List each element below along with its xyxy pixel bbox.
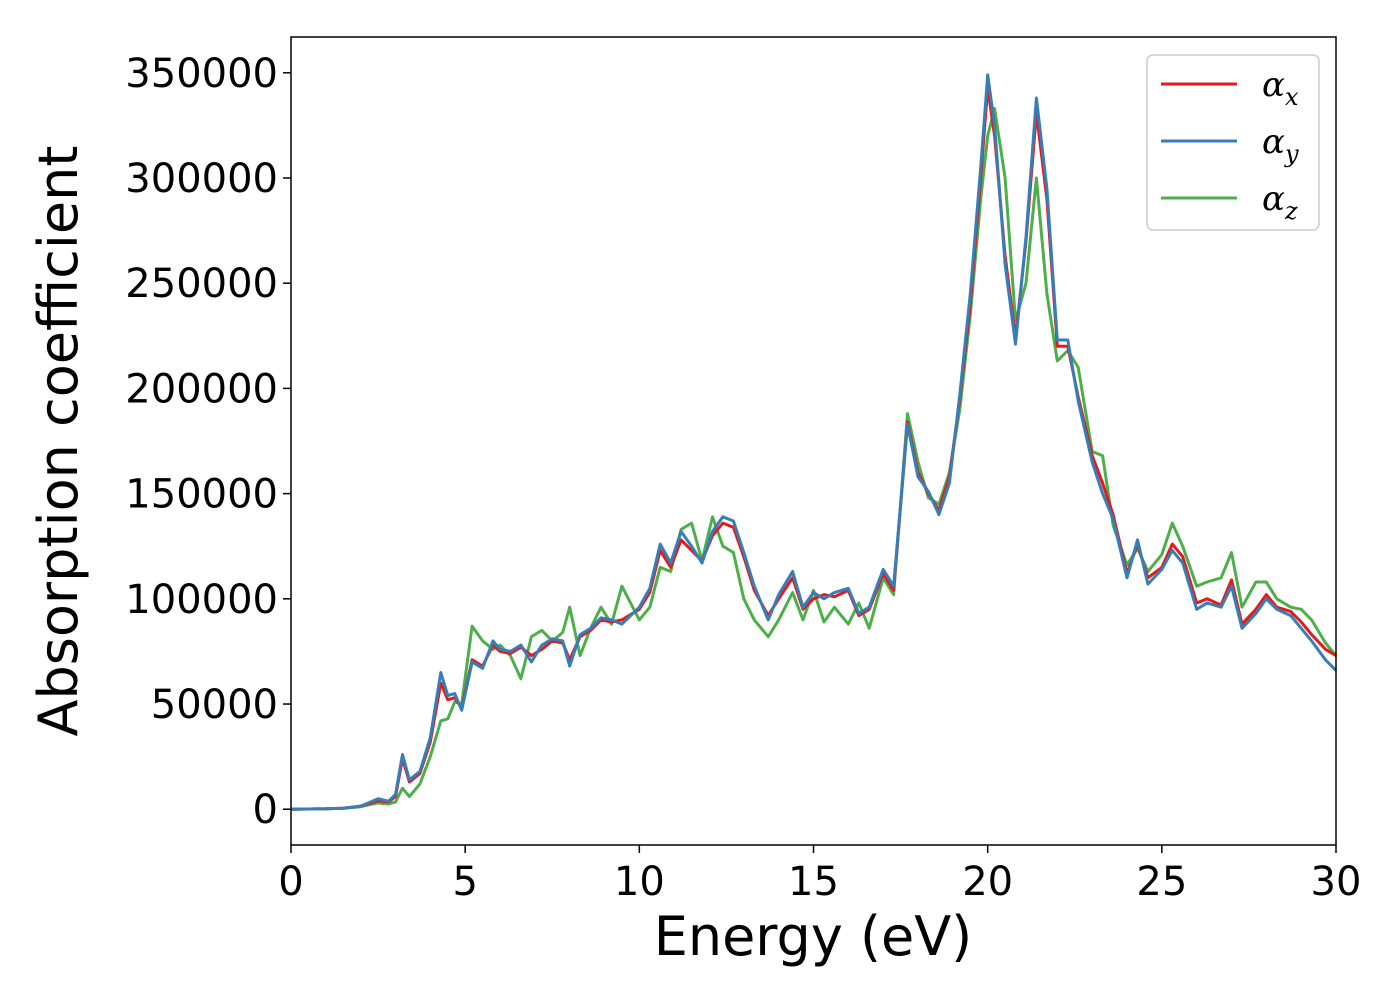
legend-label-y: αy <box>1262 122 1299 168</box>
x-axis-label: Energy (eV) <box>654 905 973 968</box>
legend-label-subscript: z <box>1284 197 1298 225</box>
legend-label-base: α <box>1262 122 1285 162</box>
y-tick-label: 200000 <box>125 366 278 412</box>
x-tick-label: 0 <box>278 859 303 905</box>
series-line-y <box>290 73 1338 811</box>
y-tick-label: 50000 <box>151 682 278 728</box>
x-axis-ticks: 0 5 10 15 20 25 30 <box>278 845 1361 905</box>
legend-label-subscript: x <box>1285 83 1299 111</box>
legend-label-x: αx <box>1262 65 1299 111</box>
x-tick-label: 5 <box>452 859 477 905</box>
legend-label-base: α <box>1262 179 1285 219</box>
y-tick-label: 0 <box>253 787 278 833</box>
x-tick-label: 10 <box>614 859 665 905</box>
x-tick-label: 25 <box>1136 859 1187 905</box>
y-tick-label: 100000 <box>125 577 278 623</box>
y-axis-ticks: 0 50000 100000 150000 200000 250000 300000 3500… <box>125 51 291 833</box>
y-tick-label: 150000 <box>125 472 278 518</box>
legend-label-subscript: y <box>1284 140 1299 168</box>
y-tick-label: 300000 <box>125 156 278 202</box>
y-axis-label: Absorption coefficient <box>27 146 90 737</box>
x-tick-label: 20 <box>962 859 1013 905</box>
x-tick-label: 30 <box>1311 859 1362 905</box>
x-tick-label: 15 <box>788 859 839 905</box>
y-tick-label: 350000 <box>125 51 278 97</box>
y-tick-label: 250000 <box>125 261 278 307</box>
legend-label-z: αz <box>1262 179 1298 225</box>
series-layer <box>290 73 1338 811</box>
legend-label-base: α <box>1262 65 1285 105</box>
